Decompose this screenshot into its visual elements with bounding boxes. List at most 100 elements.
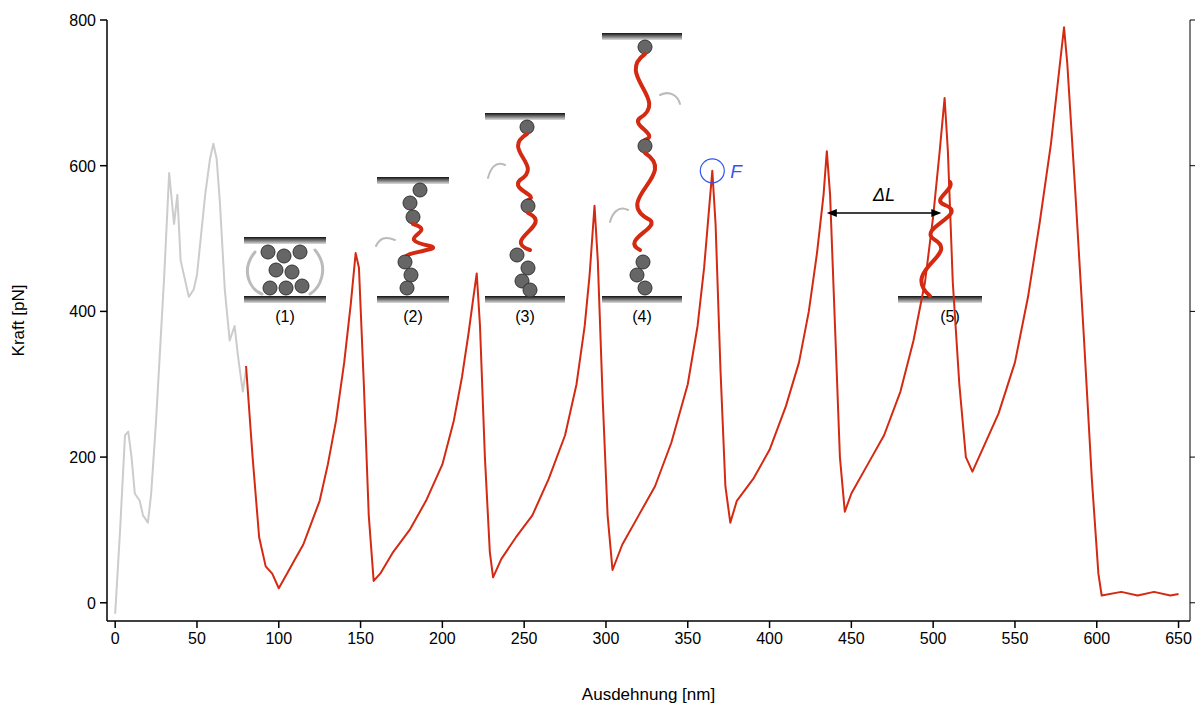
bead	[277, 249, 291, 263]
x-tick	[114, 621, 116, 628]
y-tick	[100, 165, 107, 167]
bead	[638, 40, 652, 54]
annotation-label: F	[730, 161, 743, 182]
x-tick	[442, 621, 444, 628]
x-tick-label: 0	[111, 630, 120, 647]
y-tick-label: 400	[69, 303, 96, 320]
bead	[638, 139, 652, 153]
y-tick-label: 600	[69, 158, 96, 175]
annotation-label: ΔL	[872, 185, 895, 205]
x-tick-label: 150	[347, 630, 374, 647]
x-tick-label: 350	[674, 630, 701, 647]
x-tick-label: 600	[1083, 630, 1110, 647]
strand	[376, 238, 395, 246]
x-axis	[107, 620, 1190, 622]
bead	[636, 255, 650, 269]
x-tick	[523, 621, 525, 628]
x-tick	[687, 621, 689, 628]
bead	[279, 281, 293, 295]
bead	[285, 265, 299, 279]
y-tick	[100, 19, 107, 21]
series-line	[115, 144, 246, 614]
bead	[263, 281, 277, 295]
strand	[634, 153, 655, 250]
x-tick	[278, 621, 280, 628]
chart: 0501001502002503003504004505005506006500…	[0, 0, 1204, 711]
x-tick-label: 500	[920, 630, 947, 647]
plate	[377, 296, 449, 303]
strand	[518, 134, 531, 200]
plate	[244, 237, 326, 244]
bead	[404, 268, 418, 282]
strand	[610, 209, 628, 222]
x-tick-label: 550	[1002, 630, 1029, 647]
y-axis	[106, 20, 108, 621]
x-tick-label: 100	[265, 630, 292, 647]
bead	[398, 255, 412, 269]
stage-label: (5)	[940, 308, 960, 325]
x-tick	[1014, 621, 1016, 628]
y-tick-right	[1190, 165, 1195, 166]
x-tick-label: 400	[756, 630, 783, 647]
data	[115, 27, 1178, 613]
bead	[261, 245, 275, 259]
x-tick	[1096, 621, 1098, 628]
strand	[406, 224, 433, 258]
bead	[269, 263, 283, 277]
x-tick	[360, 621, 362, 628]
y-axis-title: Kraft [pN]	[9, 285, 28, 357]
y-tick-label: 800	[69, 12, 96, 29]
series-line	[246, 27, 1178, 595]
bead	[521, 199, 535, 213]
delta-arrow	[829, 212, 940, 214]
y-tick-right	[1190, 311, 1195, 312]
arrow-head	[827, 209, 837, 217]
y-tick-right	[1190, 20, 1195, 21]
strand	[247, 252, 262, 294]
right-frame	[1190, 20, 1191, 621]
bead	[638, 281, 652, 295]
bead	[403, 196, 417, 210]
stage-label: (1)	[275, 308, 295, 325]
y-tick-right	[1190, 602, 1195, 603]
y-tick-right	[1190, 457, 1195, 458]
strand	[521, 213, 536, 250]
bead	[413, 183, 427, 197]
strand	[488, 164, 505, 178]
x-tick-label: 300	[593, 630, 620, 647]
bead	[400, 281, 414, 295]
bead	[520, 120, 534, 134]
y-tick	[100, 311, 107, 313]
strand	[310, 250, 323, 294]
x-tick	[1178, 621, 1180, 628]
bead	[630, 268, 644, 282]
x-tick-label: 450	[838, 630, 865, 647]
x-tick	[851, 621, 853, 628]
x-tick-label: 250	[511, 630, 538, 647]
plate	[602, 296, 682, 303]
annotation-circle	[700, 159, 724, 183]
x-tick	[769, 621, 771, 628]
plate	[485, 296, 565, 303]
bead	[406, 210, 420, 224]
bead	[295, 279, 309, 293]
strand	[660, 93, 680, 104]
x-tick	[196, 621, 198, 628]
x-tick-label: 650	[1165, 630, 1192, 647]
axes: 0501001502002503003504004505005506006500…	[69, 12, 1195, 647]
arrow-head	[931, 209, 941, 217]
x-tick	[932, 621, 934, 628]
bead	[293, 245, 307, 259]
plate	[602, 33, 682, 40]
plate	[898, 296, 982, 303]
y-tick-label: 200	[69, 449, 96, 466]
plate	[485, 113, 565, 120]
stage-label: (2)	[403, 308, 423, 325]
plate	[377, 177, 449, 184]
plate	[244, 296, 326, 303]
stage-label: (4)	[632, 308, 652, 325]
x-tick-label: 50	[188, 630, 206, 647]
x-tick-label: 200	[429, 630, 456, 647]
bead	[510, 248, 524, 262]
y-tick	[100, 456, 107, 458]
